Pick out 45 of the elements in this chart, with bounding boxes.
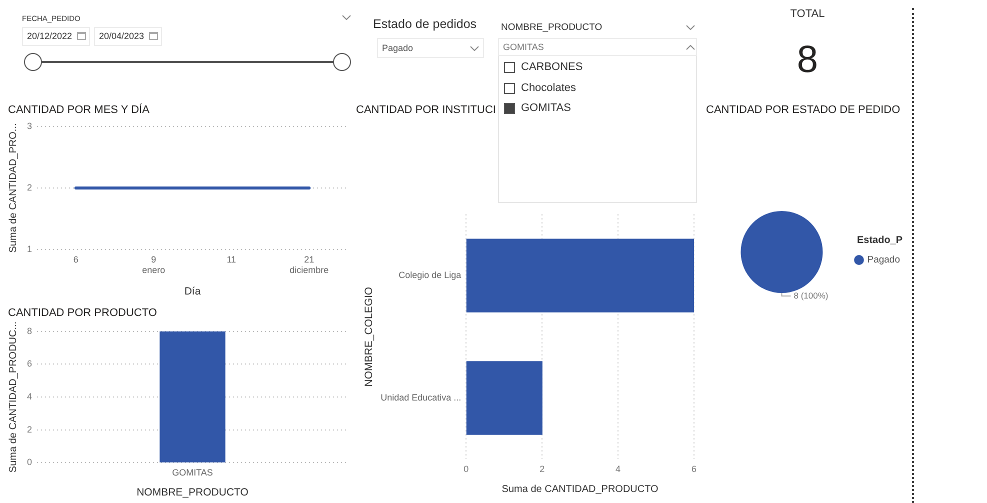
x-tick-label: GOMITAS <box>172 467 213 478</box>
chart-title: CANTIDAD POR ESTADO DE PEDIDO <box>706 104 900 117</box>
text: Chocolates <box>521 82 576 94</box>
x-tick-label: 6 <box>73 254 78 264</box>
text: TOTAL <box>790 8 825 21</box>
x-axis-title: Suma de CANTIDAD_PRODUCTO <box>502 484 659 495</box>
y-tick-label: 2 <box>26 182 32 192</box>
text: GOMITAS <box>521 102 571 115</box>
data-label: 8 <box>796 39 818 81</box>
x-axis-title: NOMBRE_PRODUCTO <box>136 486 248 499</box>
text: GOMITAS <box>503 41 544 54</box>
text: 20/12/2022 <box>27 30 72 43</box>
y-tick-label: 3 <box>26 120 32 131</box>
x-tick-label: 0 <box>464 464 469 474</box>
y-tick-label: 4 <box>26 391 32 402</box>
data-label: 8 (100%) <box>794 290 828 300</box>
y-tick-label: Colegio de Liga <box>398 270 462 280</box>
x-axis-title: Día <box>184 286 201 298</box>
x-tick-label: 11 <box>226 254 236 264</box>
text: Pagado <box>382 42 414 55</box>
text: NOMBRE_PRODUCTO <box>501 22 602 33</box>
text: CARBONES <box>521 61 583 74</box>
chart-title: CANTIDAD POR INSTITUCI <box>356 104 496 117</box>
x-tick-label: 21 <box>304 254 314 264</box>
y-axis-title: Suma de CANTIDAD_PRODUC... <box>8 321 19 473</box>
y-tick-label: 0 <box>26 457 32 468</box>
chart-title: CANTIDAD POR MES Y DÍA <box>8 104 150 117</box>
text: enero <box>142 265 166 276</box>
y-tick-label: 1 <box>26 244 32 254</box>
text: diciembre <box>290 265 329 276</box>
y-tick-label: Unidad Educativa ... <box>380 392 462 402</box>
x-tick-label: 6 <box>691 464 697 474</box>
y-tick-label: 6 <box>26 358 32 369</box>
y-tick-label: 2 <box>26 424 32 434</box>
y-axis-title: Suma de CANTIDAD_PRO... <box>8 123 19 253</box>
y-tick-label: 8 <box>26 326 32 336</box>
text: 20/04/2023 <box>99 30 144 43</box>
y-axis-title: NOMBRE_COLEGIO <box>363 286 376 387</box>
x-tick-label: 9 <box>151 254 156 264</box>
text: Estado de pedidos <box>373 17 477 32</box>
legend-label: Pagado <box>867 254 900 266</box>
x-tick-label: 2 <box>540 464 545 474</box>
legend-title: Estado_P <box>856 235 903 246</box>
chart-title: CANTIDAD POR PRODUCTO <box>8 307 157 320</box>
x-tick-label: 4 <box>616 464 621 474</box>
